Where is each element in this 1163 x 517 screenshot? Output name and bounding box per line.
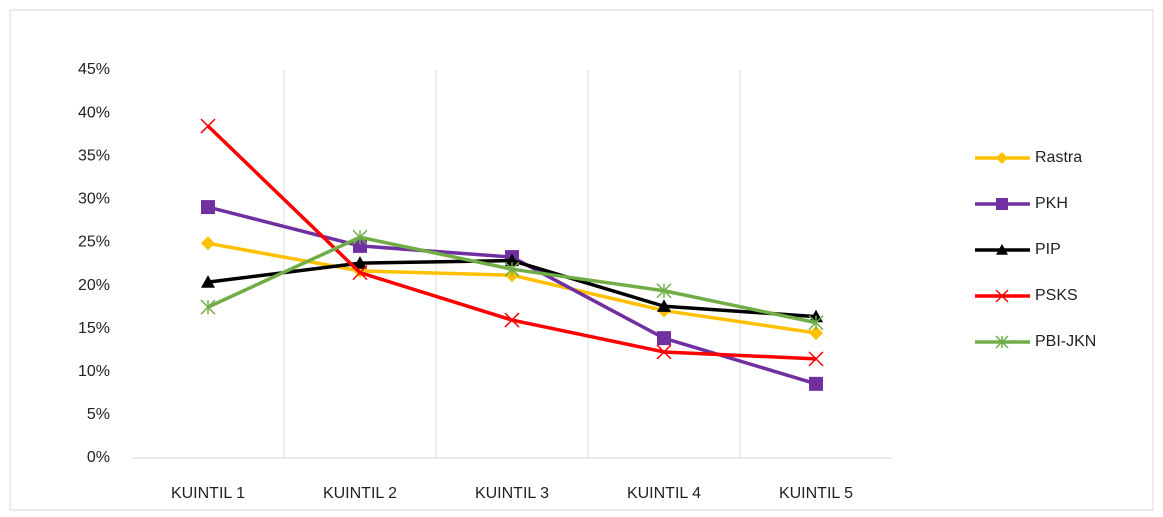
marker: [201, 200, 215, 215]
legend-label: PKH: [1035, 195, 1068, 212]
marker: [504, 312, 520, 328]
marker: [657, 299, 671, 312]
marker: [808, 315, 824, 331]
marker: [352, 229, 368, 245]
marker: [200, 118, 216, 134]
marker: [201, 275, 215, 288]
x-tick-label: KUINTIL 4: [627, 485, 701, 502]
legend-marker: [995, 289, 1009, 303]
x-tick-label: KUINTIL 1: [171, 485, 245, 502]
legend-label: PBI-JKN: [1035, 333, 1096, 350]
marker: [656, 344, 672, 360]
legend-label: PIP: [1035, 241, 1061, 258]
y-tick-label: 0%: [87, 449, 110, 466]
marker: [657, 331, 671, 346]
x-tick-label: KUINTIL 2: [323, 485, 397, 502]
chart-border: [9, 9, 1154, 511]
marker: [808, 351, 824, 367]
marker: [809, 325, 823, 340]
legend-marker: [996, 198, 1008, 210]
marker: [505, 253, 519, 267]
y-tick-label: 30%: [78, 191, 110, 208]
y-tick-label: 45%: [78, 61, 110, 78]
y-tick-label: 35%: [78, 147, 110, 164]
y-tick-label: 40%: [78, 104, 110, 121]
marker: [353, 256, 367, 269]
marker: [353, 238, 367, 253]
legend-label: PSKS: [1035, 287, 1078, 304]
y-tick-label: 10%: [78, 363, 110, 380]
legend-label: Rastra: [1035, 149, 1082, 166]
marker: [352, 265, 368, 281]
legend-marker: [996, 152, 1008, 164]
marker: [656, 283, 672, 299]
marker: [504, 261, 520, 277]
legend-marker: [996, 244, 1008, 255]
marker: [809, 376, 823, 391]
y-tick-label: 15%: [78, 320, 110, 337]
y-tick-label: 20%: [78, 277, 110, 294]
x-tick-label: KUINTIL 5: [779, 485, 853, 502]
y-tick-label: 5%: [87, 406, 110, 423]
marker: [201, 236, 215, 251]
x-tick-label: KUINTIL 3: [475, 485, 549, 502]
marker: [200, 299, 216, 315]
y-tick-label: 25%: [78, 234, 110, 251]
legend-marker: [995, 335, 1009, 349]
